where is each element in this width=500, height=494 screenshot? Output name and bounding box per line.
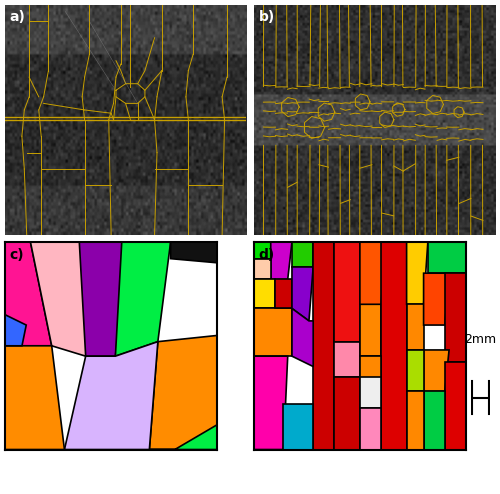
- Polygon shape: [334, 242, 360, 342]
- Polygon shape: [406, 391, 424, 450]
- Text: d): d): [258, 248, 274, 262]
- Polygon shape: [5, 315, 26, 346]
- Polygon shape: [381, 242, 406, 450]
- Polygon shape: [270, 242, 292, 280]
- Polygon shape: [5, 346, 64, 450]
- Polygon shape: [292, 308, 313, 367]
- Polygon shape: [116, 242, 170, 356]
- Polygon shape: [360, 377, 381, 408]
- Polygon shape: [406, 350, 424, 391]
- Polygon shape: [313, 242, 334, 450]
- Polygon shape: [254, 308, 292, 356]
- Polygon shape: [424, 273, 449, 325]
- Polygon shape: [30, 242, 94, 356]
- Text: c): c): [9, 248, 24, 262]
- Polygon shape: [254, 356, 288, 450]
- Polygon shape: [150, 425, 218, 450]
- Polygon shape: [360, 356, 381, 450]
- Polygon shape: [406, 242, 428, 304]
- Polygon shape: [292, 267, 313, 321]
- Polygon shape: [424, 391, 445, 450]
- Polygon shape: [284, 404, 313, 450]
- Polygon shape: [254, 242, 270, 259]
- Polygon shape: [334, 342, 360, 377]
- Polygon shape: [445, 363, 466, 450]
- Text: b): b): [258, 9, 275, 24]
- Polygon shape: [254, 259, 270, 280]
- Polygon shape: [334, 377, 360, 450]
- Polygon shape: [445, 273, 466, 363]
- Polygon shape: [360, 242, 386, 304]
- Polygon shape: [254, 280, 275, 308]
- Text: a): a): [10, 9, 26, 24]
- Polygon shape: [360, 304, 381, 356]
- Polygon shape: [80, 242, 128, 356]
- Polygon shape: [275, 280, 292, 308]
- Polygon shape: [360, 408, 381, 450]
- Polygon shape: [5, 242, 52, 346]
- Polygon shape: [292, 242, 313, 267]
- Polygon shape: [170, 242, 218, 263]
- Text: 2mm: 2mm: [464, 333, 496, 346]
- Polygon shape: [424, 350, 449, 391]
- Polygon shape: [406, 304, 424, 350]
- Polygon shape: [428, 242, 466, 273]
- Polygon shape: [150, 335, 218, 450]
- Polygon shape: [64, 342, 158, 450]
